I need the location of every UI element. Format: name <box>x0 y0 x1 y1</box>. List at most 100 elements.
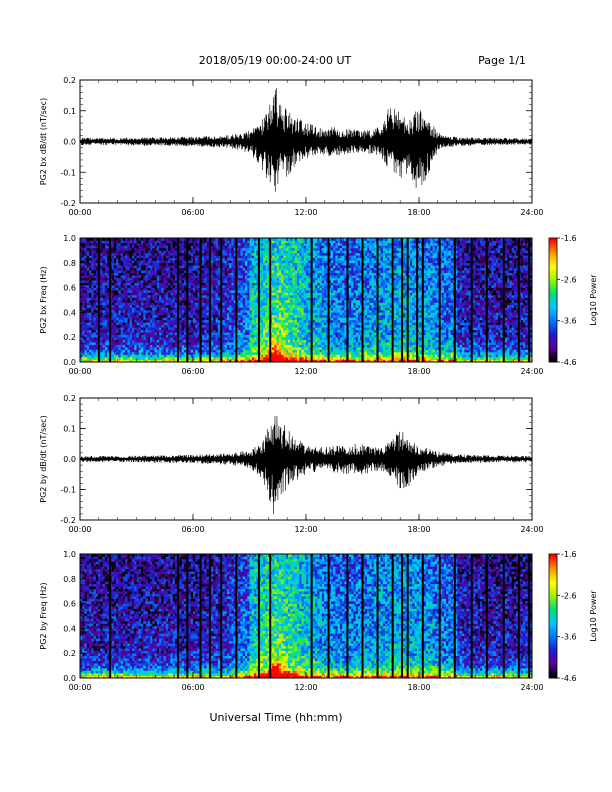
heatmap-cell <box>274 260 277 264</box>
heatmap-cell <box>95 339 99 343</box>
heatmap-cell <box>183 282 187 286</box>
heatmap-cell <box>107 347 110 350</box>
heatmap-cell <box>285 347 289 350</box>
heatmap-cell <box>276 280 280 283</box>
heatmap-cell <box>195 304 198 308</box>
heatmap-cell <box>265 312 268 316</box>
heatmap-cell <box>283 238 286 241</box>
heatmap-cell <box>93 324 97 328</box>
heatmap-cell <box>163 260 167 264</box>
heatmap-cell <box>294 295 298 298</box>
heatmap-cell <box>161 317 164 321</box>
heatmap-cell <box>197 327 201 331</box>
heatmap-cell <box>154 357 158 360</box>
heatmap-cell <box>204 337 207 340</box>
heatmap-cell <box>147 250 151 254</box>
heatmap-cell <box>260 272 264 276</box>
heatmap-cell <box>86 359 90 363</box>
heatmap-cell <box>154 295 158 298</box>
heatmap-cell <box>195 262 198 266</box>
heatmap-cell <box>89 359 92 363</box>
heatmap-cell <box>102 324 106 328</box>
heatmap-cell <box>102 280 106 283</box>
heatmap-cell <box>233 329 237 333</box>
heatmap-cell <box>222 342 225 345</box>
heatmap-cell <box>131 245 135 249</box>
heatmap-cell <box>113 342 117 345</box>
heatmap-cell <box>278 324 282 328</box>
heatmap-cell <box>116 334 119 338</box>
heatmap-cell <box>265 285 268 288</box>
heatmap-cell <box>285 272 289 276</box>
heatmap-cell <box>154 280 158 283</box>
heatmap-cell <box>172 327 176 331</box>
heatmap-cell <box>211 295 214 298</box>
heatmap-cell <box>206 334 210 338</box>
heatmap-cell <box>229 352 232 355</box>
heatmap-cell <box>118 257 121 261</box>
heatmap-cell <box>100 337 103 340</box>
heatmap-cell <box>127 262 131 266</box>
heatmap-cell <box>287 352 291 355</box>
heatmap-cell <box>211 252 214 256</box>
heatmap-cell <box>102 257 106 261</box>
panel-bx-timeseries-axes: 0.20.10.0-0.1-0.200:00 06:00 12:00 18:00 24:… <box>39 76 544 217</box>
heatmap-cell <box>195 357 198 360</box>
heatmap-cell <box>202 327 205 331</box>
heatmap-cell <box>143 309 146 313</box>
heatmap-cell <box>91 242 94 246</box>
heatmap-cell <box>195 272 198 276</box>
heatmap-cell <box>296 252 300 256</box>
heatmap-cell <box>272 250 275 254</box>
heatmap-cell <box>213 329 216 333</box>
heatmap-cell <box>80 265 83 269</box>
heatmap-cell <box>278 322 282 326</box>
heatmap-cell <box>154 354 158 358</box>
heatmap-cell <box>120 292 124 296</box>
heatmap-cell <box>240 329 244 333</box>
heatmap-cell <box>134 267 137 271</box>
heatmap-cell <box>260 319 264 323</box>
heatmap-cell <box>197 242 201 246</box>
heatmap-cell <box>242 329 246 333</box>
heatmap-cell <box>283 297 286 301</box>
heatmap-cell <box>120 319 124 323</box>
heatmap-cell <box>213 307 216 311</box>
heatmap-cell <box>229 304 232 308</box>
heatmap-cell <box>159 238 162 241</box>
heatmap-cell <box>274 287 277 291</box>
heatmap-cell <box>202 309 205 313</box>
heatmap-cell <box>242 332 246 336</box>
heatmap-cell <box>251 349 255 353</box>
heatmap-cell <box>276 292 280 296</box>
heatmap-cell <box>247 349 250 353</box>
heatmap-cell <box>102 297 106 301</box>
heatmap-cell <box>197 275 201 278</box>
heatmap-cell <box>231 317 234 321</box>
heatmap-cell <box>156 334 160 338</box>
heatmap-cell <box>254 272 257 276</box>
heatmap-cell <box>125 247 128 251</box>
heatmap-cell <box>104 280 108 283</box>
heatmap-cell <box>249 260 253 264</box>
heatmap-cell <box>242 257 246 261</box>
heatmap-cell <box>143 282 146 286</box>
heatmap-cell <box>287 307 291 311</box>
heatmap-cell <box>299 329 302 333</box>
heatmap-cell <box>113 309 117 313</box>
heatmap-cell <box>168 297 171 301</box>
heatmap-cell <box>240 324 244 328</box>
heatmap-cell <box>188 309 192 313</box>
heatmap-cell <box>244 250 248 254</box>
heatmap-cell <box>91 339 94 343</box>
heatmap-cell <box>224 332 228 336</box>
heatmap-cell <box>125 280 128 283</box>
heatmap-cell <box>285 297 289 301</box>
heatmap-cell <box>265 319 268 323</box>
heatmap-cell <box>170 322 173 326</box>
heatmap-cell <box>238 260 241 264</box>
heatmap-cell <box>89 282 92 286</box>
heatmap-cell <box>213 334 216 338</box>
heatmap-cell <box>242 344 246 348</box>
heatmap-cell <box>183 319 187 323</box>
